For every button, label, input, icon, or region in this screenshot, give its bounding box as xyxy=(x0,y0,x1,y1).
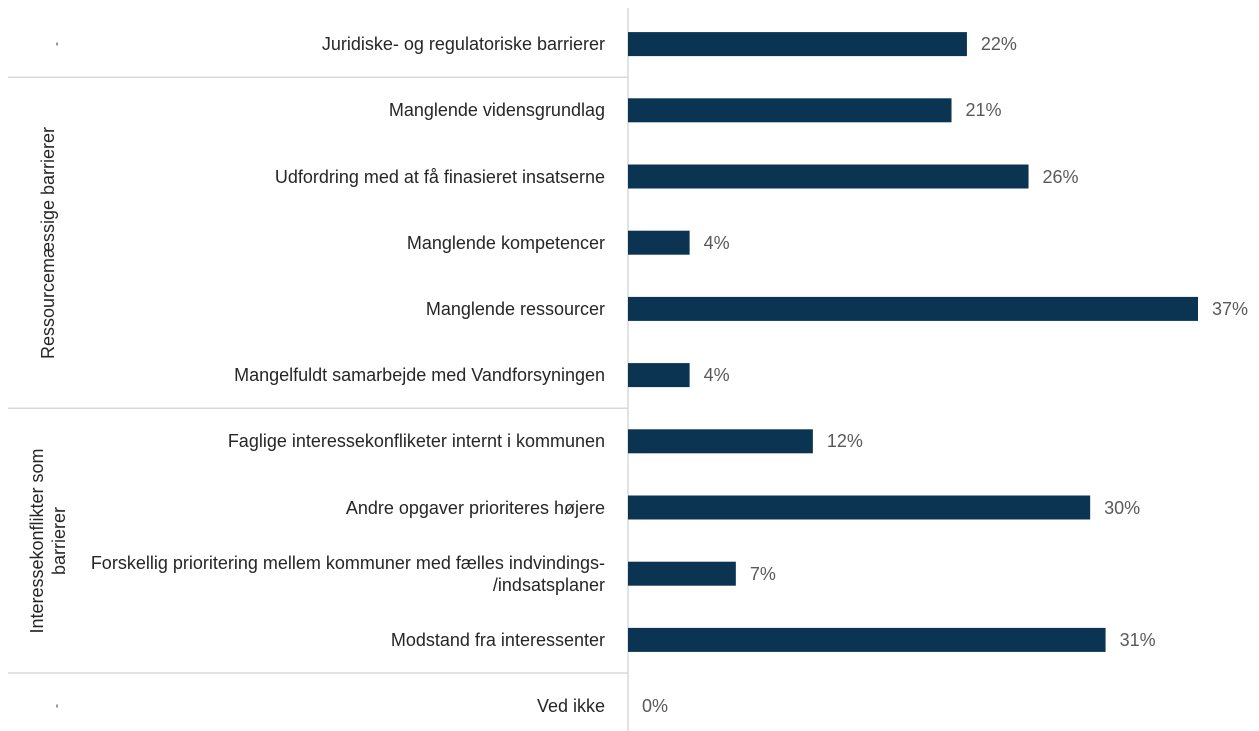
value-label: 12% xyxy=(826,431,863,452)
category-label: Modstand fra interessenter xyxy=(390,629,605,650)
category-label: Ved ikke xyxy=(536,696,605,717)
value-label: 30% xyxy=(1104,497,1141,518)
group-label: Ressourcemæssige barrierer xyxy=(38,126,58,359)
value-label: 4% xyxy=(703,232,730,253)
category-label: Mangelfuldt samarbejde med Vandforsyning… xyxy=(234,365,605,386)
group-label: - xyxy=(49,704,63,709)
bar xyxy=(628,164,1029,189)
value-label: 37% xyxy=(1212,298,1249,319)
bar xyxy=(628,363,690,388)
value-label: 21% xyxy=(965,100,1002,121)
category-label: Faglige interessekonfliketer internt i k… xyxy=(227,431,605,452)
bar xyxy=(628,296,1198,321)
bar xyxy=(628,98,952,123)
bar xyxy=(628,32,967,57)
category-label: Juridiske- og regulatoriske barrierer xyxy=(321,34,605,55)
value-label: 0% xyxy=(642,696,669,717)
bar xyxy=(628,495,1091,520)
category-label: Manglende kompetencer xyxy=(406,232,605,253)
value-label: 7% xyxy=(749,563,776,584)
category-label: Udfordring med at få finasieret insatser… xyxy=(274,166,605,187)
bar xyxy=(628,561,736,586)
value-label: 31% xyxy=(1119,629,1156,650)
value-label: 22% xyxy=(980,34,1017,55)
category-label: Forskellig prioritering mellem kommuner … xyxy=(90,552,605,595)
category-label: Andre opgaver prioriteres højere xyxy=(345,497,605,518)
bar xyxy=(628,429,813,454)
group-label: Interessekonflikter som barrierer xyxy=(27,448,69,634)
category-label: Manglende vidensgrundlag xyxy=(388,100,605,121)
value-label: 4% xyxy=(703,365,730,386)
category-label: Manglende ressourcer xyxy=(425,298,605,319)
value-label: 26% xyxy=(1042,166,1079,187)
bar xyxy=(628,627,1106,652)
group-label: - xyxy=(49,42,63,47)
bar xyxy=(628,230,690,255)
